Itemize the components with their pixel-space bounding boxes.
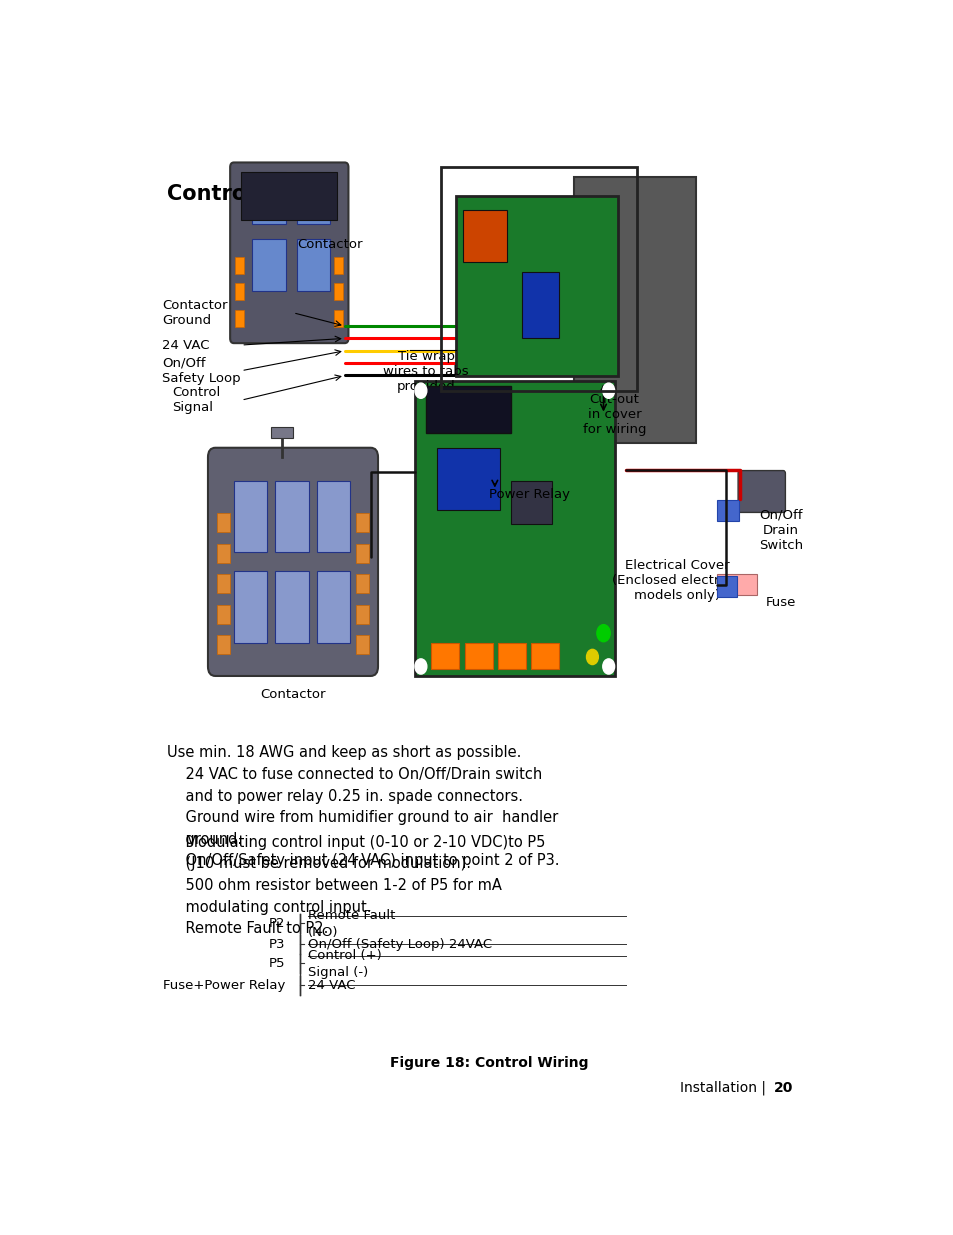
Text: Signal (-): Signal (-) bbox=[308, 966, 368, 979]
Text: Use min. 18 AWG and keep as short as possible.
    24 VAC to fuse connected to O: Use min. 18 AWG and keep as short as pos… bbox=[167, 746, 559, 868]
Bar bbox=[241, 172, 337, 220]
Bar bbox=[275, 572, 308, 642]
Text: Figure 18: Control Wiring: Figure 18: Control Wiring bbox=[389, 1056, 588, 1070]
Bar bbox=[296, 172, 330, 225]
Bar bbox=[275, 482, 308, 552]
Text: Electrical Cover
(Enclosed electrical
models only): Electrical Cover (Enclosed electrical mo… bbox=[612, 559, 741, 603]
Bar bbox=[456, 195, 618, 377]
Bar bbox=[716, 576, 737, 597]
Text: Fuse: Fuse bbox=[765, 597, 796, 609]
Bar bbox=[216, 514, 230, 532]
Text: Contactor: Contactor bbox=[297, 238, 362, 251]
Bar bbox=[355, 635, 369, 655]
Bar bbox=[531, 642, 558, 669]
Text: Modulating control input (0-10 or 2-10 VDC)to P5
    (J10 must be removed for mo: Modulating control input (0-10 or 2-10 V… bbox=[167, 835, 545, 936]
Bar bbox=[574, 177, 695, 443]
Circle shape bbox=[415, 383, 426, 399]
Circle shape bbox=[602, 658, 614, 674]
Bar bbox=[252, 172, 285, 225]
Bar bbox=[335, 257, 343, 274]
Circle shape bbox=[415, 658, 426, 674]
Bar bbox=[216, 543, 230, 563]
Bar bbox=[235, 283, 244, 300]
Text: Fuse+Power Relay: Fuse+Power Relay bbox=[163, 978, 285, 992]
Bar bbox=[216, 635, 230, 655]
Text: 24 VAC: 24 VAC bbox=[162, 338, 210, 352]
Bar bbox=[335, 283, 343, 300]
Text: Remote Fault: Remote Fault bbox=[308, 909, 395, 923]
Bar bbox=[235, 257, 244, 274]
Text: P5: P5 bbox=[269, 957, 285, 969]
Text: Cut-out
in cover
for wiring: Cut-out in cover for wiring bbox=[582, 393, 646, 436]
Bar bbox=[426, 385, 511, 433]
Bar bbox=[415, 382, 614, 676]
Text: Power Relay: Power Relay bbox=[489, 488, 570, 501]
Bar bbox=[216, 605, 230, 624]
Circle shape bbox=[586, 650, 598, 664]
Bar bbox=[716, 500, 738, 521]
Text: On/Off
Safety Loop: On/Off Safety Loop bbox=[162, 357, 240, 385]
Text: On/Off (Safety Loop) 24VAC: On/Off (Safety Loop) 24VAC bbox=[308, 937, 492, 951]
Bar bbox=[233, 572, 267, 642]
FancyBboxPatch shape bbox=[738, 471, 784, 513]
Text: P3: P3 bbox=[269, 937, 285, 951]
Bar bbox=[235, 310, 244, 327]
FancyBboxPatch shape bbox=[208, 448, 377, 676]
Bar bbox=[335, 310, 343, 327]
Bar bbox=[316, 572, 350, 642]
Text: Contactor
Ground: Contactor Ground bbox=[162, 299, 228, 327]
Bar bbox=[271, 427, 293, 438]
Bar bbox=[521, 272, 558, 338]
Bar bbox=[216, 574, 230, 593]
Bar bbox=[355, 543, 369, 563]
Bar bbox=[252, 238, 285, 291]
Bar bbox=[436, 448, 499, 510]
Circle shape bbox=[597, 625, 610, 642]
Bar bbox=[440, 167, 636, 390]
Bar bbox=[316, 482, 350, 552]
Text: (NO): (NO) bbox=[308, 926, 338, 940]
Bar bbox=[462, 210, 507, 262]
Bar bbox=[511, 480, 551, 524]
Text: On/Off
Drain
Switch: On/Off Drain Switch bbox=[758, 509, 802, 552]
Bar bbox=[355, 605, 369, 624]
Circle shape bbox=[602, 383, 614, 399]
Text: P2: P2 bbox=[269, 916, 285, 930]
Text: Tie wrap
wires to tabs
provided: Tie wrap wires to tabs provided bbox=[383, 351, 469, 393]
Bar bbox=[431, 642, 458, 669]
Bar bbox=[296, 238, 330, 291]
Bar bbox=[497, 642, 525, 669]
Text: 24 VAC: 24 VAC bbox=[308, 978, 355, 992]
Text: Control (+): Control (+) bbox=[308, 948, 381, 962]
Bar bbox=[464, 642, 492, 669]
Text: Control Wiring: Control Wiring bbox=[167, 184, 338, 204]
Text: Control
Signal: Control Signal bbox=[172, 387, 220, 414]
Text: 20: 20 bbox=[773, 1081, 792, 1094]
Bar bbox=[355, 574, 369, 593]
Bar bbox=[355, 514, 369, 532]
Text: Contactor: Contactor bbox=[260, 688, 325, 701]
Bar bbox=[716, 574, 757, 595]
FancyBboxPatch shape bbox=[230, 163, 348, 343]
Text: Installation |: Installation | bbox=[679, 1081, 769, 1095]
Bar bbox=[233, 482, 267, 552]
